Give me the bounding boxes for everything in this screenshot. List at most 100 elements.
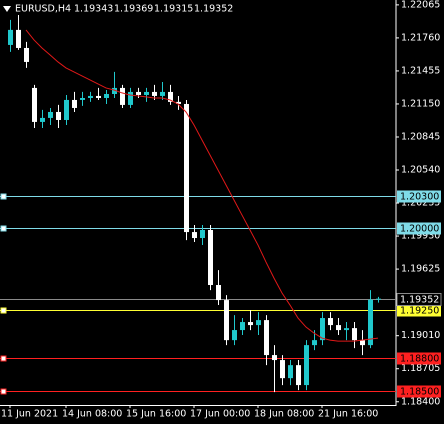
- candle-body: [232, 330, 237, 341]
- level-label-box: [397, 304, 441, 317]
- candle: [48, 107, 53, 125]
- candle-body: [208, 230, 213, 286]
- candle: [40, 109, 45, 128]
- candle-body: [72, 99, 77, 108]
- x-tick-label: 11 Jun 2021: [1, 409, 58, 420]
- candle-body: [256, 320, 261, 326]
- candle-body: [136, 91, 141, 95]
- collapse-icon[interactable]: [3, 6, 11, 12]
- x-tick-label: 15 Jun 16:00: [126, 409, 186, 420]
- candle-body: [328, 318, 333, 326]
- candle: [224, 295, 229, 346]
- x-tick-label: 21 Jun 16:00: [318, 409, 378, 420]
- candle: [208, 225, 213, 291]
- candle: [280, 355, 285, 386]
- y-tick-label: 1.19625: [401, 264, 440, 275]
- candle-body: [176, 101, 181, 104]
- y-tick-label: 1.18705: [401, 363, 440, 374]
- candle-body: [320, 318, 325, 341]
- candle: [80, 91, 85, 106]
- candle: [336, 318, 341, 336]
- ohlc-close: 1.19352: [194, 4, 233, 15]
- candle: [352, 322, 357, 349]
- level-label: 1.19250: [400, 306, 439, 317]
- candle: [120, 84, 125, 108]
- candle-body: [184, 103, 189, 233]
- x-tick-label: 18 Jun 08:00: [254, 409, 314, 420]
- candle: [96, 87, 101, 100]
- candle-body: [296, 365, 301, 386]
- candle-body: [192, 232, 197, 239]
- candle: [344, 322, 349, 341]
- level-anchor: [0, 193, 7, 200]
- candle-body: [104, 93, 109, 99]
- y-tick-label: 1.19930: [401, 231, 440, 242]
- candle: [24, 41, 29, 68]
- y-tick-label: 1.19010: [401, 330, 440, 341]
- candle: [216, 270, 221, 306]
- candle-body: [312, 340, 317, 346]
- level-label: 1.18800: [400, 354, 439, 365]
- candle-body: [120, 87, 125, 105]
- candle: [320, 312, 325, 346]
- x-tick-label: 14 Jun 08:00: [62, 409, 122, 420]
- candle-body: [40, 117, 45, 122]
- candle-body: [376, 298, 381, 300]
- candle-body: [168, 91, 173, 102]
- level-anchor: [0, 355, 7, 362]
- candle: [272, 345, 277, 393]
- candle: [368, 290, 373, 349]
- candle: [8, 19, 13, 52]
- candle-body: [144, 91, 149, 95]
- candle-body: [344, 328, 349, 331]
- candle-body: [368, 299, 373, 346]
- ohlc-low: 1.19315: [154, 4, 193, 15]
- candle: [128, 87, 133, 108]
- candle-body: [152, 91, 157, 96]
- y-tick-label: 1.18400: [401, 396, 440, 407]
- candle-body: [200, 230, 205, 239]
- ohlc-high: 1.19369: [114, 4, 153, 15]
- candle: [56, 104, 61, 128]
- candle: [152, 84, 157, 100]
- candle: [32, 84, 37, 128]
- level-label-box: [397, 352, 441, 365]
- level-label-box: [397, 190, 441, 203]
- x-tick-label: 17 Jun 00:00: [190, 409, 250, 420]
- candle: [104, 89, 109, 104]
- candle: [168, 84, 173, 105]
- candle: [304, 340, 309, 391]
- candle: [112, 71, 117, 99]
- y-tick-label: 1.20845: [401, 131, 440, 142]
- level-anchor: [0, 388, 7, 395]
- candle-body: [288, 365, 293, 379]
- candle: [72, 91, 77, 112]
- candle-body: [240, 322, 245, 331]
- candle-body: [32, 87, 37, 122]
- candle-body: [80, 98, 85, 100]
- candle: [16, 14, 21, 50]
- candle-body: [160, 91, 165, 96]
- candle: [360, 330, 365, 356]
- level-anchor: [0, 225, 7, 232]
- candle-body: [280, 360, 285, 379]
- y-tick-label: 1.20540: [401, 165, 440, 176]
- level-label: 1.20300: [400, 192, 439, 203]
- candle: [192, 225, 197, 243]
- candle-body: [88, 95, 93, 99]
- symbol-title: EURUSD,H4: [15, 4, 71, 15]
- y-tick-label: 1.22065: [401, 0, 440, 10]
- candle-body: [8, 29, 13, 45]
- candle: [240, 318, 245, 336]
- candle-body: [56, 111, 61, 120]
- y-tick-label: 1.21455: [401, 65, 440, 76]
- candle-body: [96, 95, 101, 99]
- candle-body: [248, 322, 253, 326]
- y-tick-label: 1.21760: [401, 32, 440, 43]
- candle-body: [16, 29, 21, 48]
- candle: [64, 94, 69, 125]
- candle: [184, 99, 189, 241]
- candle-body: [352, 328, 357, 341]
- current-price-label: 1.19352: [400, 295, 439, 306]
